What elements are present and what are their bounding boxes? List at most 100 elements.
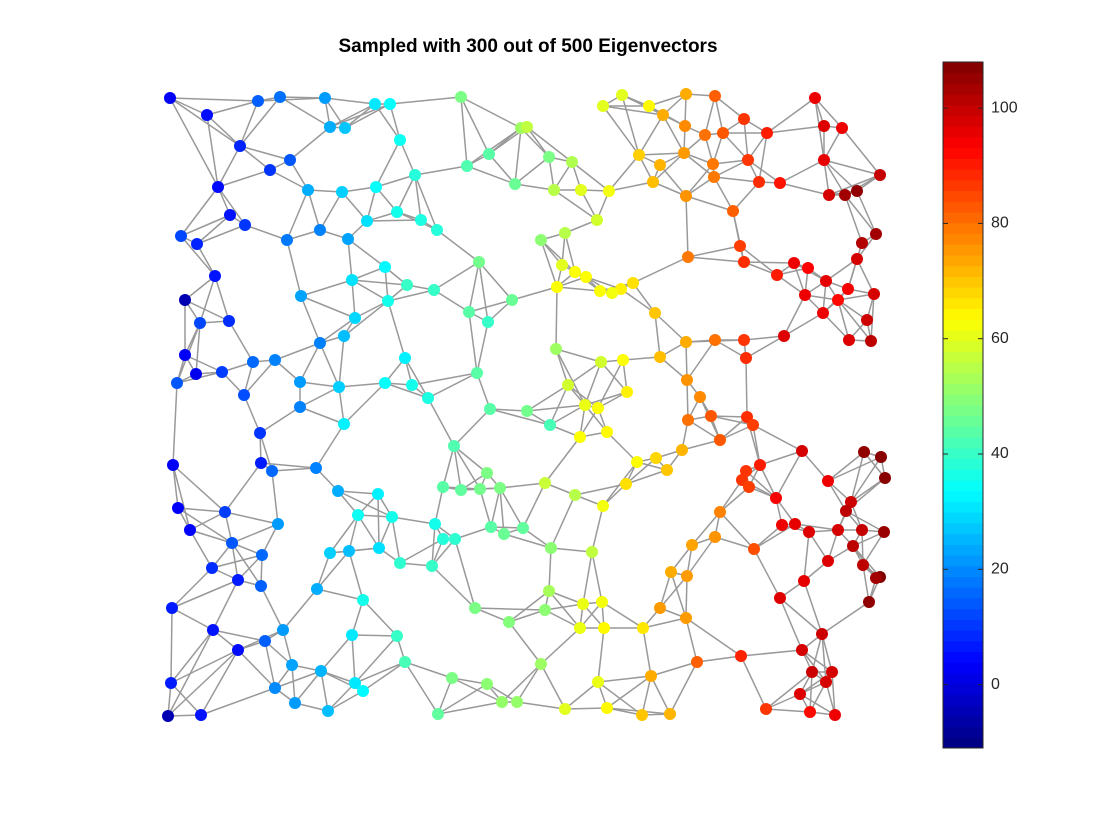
node [391, 630, 403, 642]
node [201, 109, 213, 121]
edge [453, 445, 462, 491]
node [352, 509, 364, 521]
edge [468, 299, 513, 313]
node [748, 543, 760, 555]
edge [548, 547, 552, 592]
colorbar-band [943, 672, 983, 685]
node [620, 478, 632, 490]
edge [687, 419, 721, 441]
node [255, 457, 267, 469]
edge [499, 487, 524, 529]
colorbar: 0 20 40 60 80 100 [942, 61, 1018, 749]
edge [315, 423, 345, 469]
edge [299, 342, 321, 383]
edge [556, 286, 601, 292]
edge [821, 633, 827, 683]
edge [686, 339, 716, 381]
edge [686, 379, 689, 421]
edge [172, 464, 191, 531]
edge [177, 507, 233, 544]
node [851, 253, 863, 265]
node [870, 228, 882, 240]
node [369, 98, 381, 110]
colorbar-band [943, 415, 983, 427]
edge [691, 511, 721, 546]
edge [196, 214, 231, 245]
edge [274, 342, 321, 361]
edge [404, 661, 439, 715]
node [349, 677, 361, 689]
node [422, 392, 434, 404]
edge [862, 564, 870, 603]
edge [719, 511, 755, 550]
edge [794, 523, 839, 531]
edge [844, 194, 877, 235]
node [461, 160, 473, 172]
colorbar-band [943, 458, 983, 470]
colorbar-band [943, 726, 983, 738]
edge [821, 601, 870, 635]
edge [548, 590, 581, 629]
edge [654, 312, 661, 358]
edge [320, 634, 353, 672]
edge [375, 174, 416, 188]
colorbar-band [943, 565, 983, 577]
edge [259, 432, 273, 472]
edge [714, 536, 755, 550]
edge [591, 551, 603, 603]
node [788, 257, 800, 269]
node [164, 92, 176, 104]
node [269, 354, 281, 366]
node [569, 266, 581, 278]
node [816, 628, 828, 640]
node [394, 557, 406, 569]
node [596, 596, 608, 608]
edge [411, 372, 478, 386]
colorbar-band [943, 276, 983, 288]
colorbar-band [943, 555, 983, 567]
edge [567, 384, 599, 409]
node [324, 121, 336, 133]
node [310, 462, 322, 474]
edge [608, 181, 654, 192]
edge [745, 335, 785, 359]
edge [269, 169, 309, 191]
edge [549, 404, 586, 426]
edge [740, 649, 803, 657]
node [574, 431, 586, 443]
node [709, 334, 721, 346]
node [484, 403, 496, 415]
edge [503, 533, 552, 549]
edge [170, 649, 239, 684]
edge [501, 663, 542, 703]
node [868, 288, 880, 300]
edge [582, 551, 593, 605]
edge [765, 671, 813, 710]
edge [319, 191, 343, 231]
node [829, 709, 841, 721]
edge [648, 93, 687, 107]
edge [282, 588, 318, 631]
node [437, 533, 449, 545]
node [535, 234, 547, 246]
colorbar-band [943, 319, 983, 331]
node [226, 537, 238, 549]
colorbar-band [943, 383, 983, 395]
node [592, 402, 604, 414]
edge [468, 311, 478, 374]
edge [801, 450, 829, 482]
colorbar-band [943, 115, 983, 127]
edge [753, 523, 796, 550]
node [247, 356, 259, 368]
edge [319, 317, 356, 344]
edge [239, 145, 291, 161]
edge [844, 194, 863, 244]
colorbar-band [943, 137, 983, 149]
colorbar-band [943, 72, 983, 84]
node [167, 459, 179, 471]
node [338, 330, 350, 342]
edge [659, 575, 688, 609]
node [682, 414, 694, 426]
edge [685, 617, 742, 657]
node [681, 570, 693, 582]
